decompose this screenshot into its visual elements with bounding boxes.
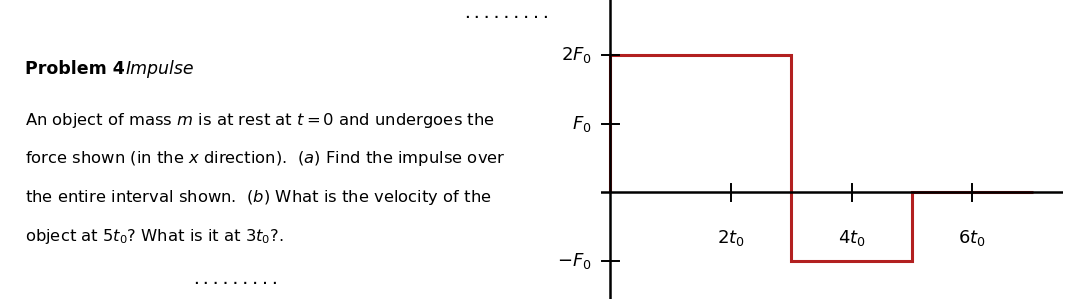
Text: $6t_0$: $6t_0$ xyxy=(958,228,986,248)
Text: object at $5t_0$? What is it at $3t_0$?.: object at $5t_0$? What is it at $3t_0$?. xyxy=(26,227,284,246)
Text: $-F_0$: $-F_0$ xyxy=(557,251,592,271)
Text: .........: ......... xyxy=(462,6,551,21)
Text: Problem 4: Problem 4 xyxy=(26,60,125,78)
Text: $4t_0$: $4t_0$ xyxy=(837,228,865,248)
Text: Impulse: Impulse xyxy=(126,60,194,78)
Text: An object of mass $m$ is at rest at $t = 0$ and undergoes the: An object of mass $m$ is at rest at $t =… xyxy=(26,111,496,130)
Text: the entire interval shown.  $(b)$ What is the velocity of the: the entire interval shown. $(b)$ What is… xyxy=(26,188,492,208)
Text: $F_0$: $F_0$ xyxy=(572,114,592,134)
Text: $2t_0$: $2t_0$ xyxy=(717,228,744,248)
Text: $2F_0$: $2F_0$ xyxy=(561,45,592,65)
Text: force shown (in the $x$ direction).  $(a)$ Find the impulse over: force shown (in the $x$ direction). $(a)… xyxy=(26,150,506,169)
Text: .........: ......... xyxy=(191,272,280,287)
